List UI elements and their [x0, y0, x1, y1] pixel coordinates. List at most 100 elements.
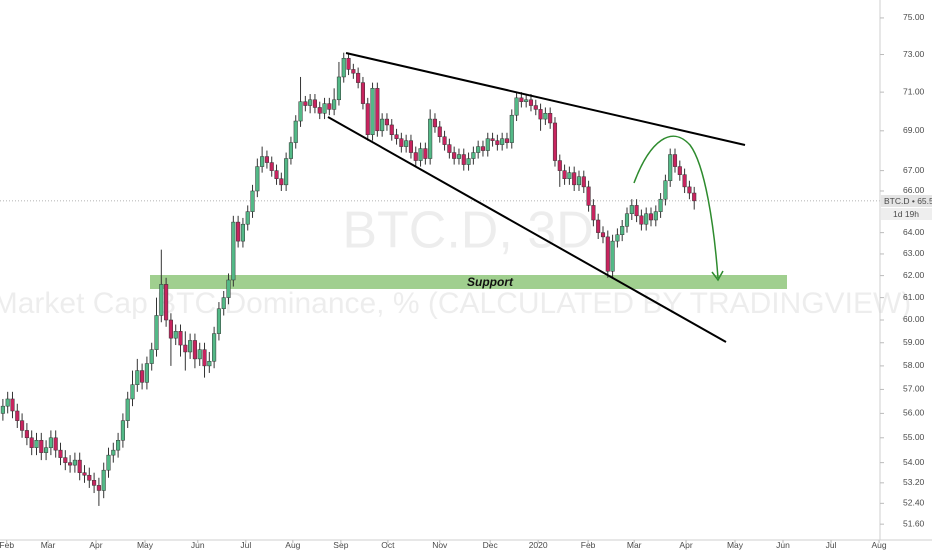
candle-body: [288, 142, 293, 159]
watermark-subtitle: Market Cap BTC Dominance, % (CALCULATED …: [0, 287, 911, 320]
candles: [0, 52, 697, 506]
projection-arrow: [711, 270, 724, 282]
candle-body: [29, 437, 34, 448]
candle-body: [620, 226, 625, 235]
candle-body: [504, 138, 510, 143]
candle-body: [552, 122, 558, 161]
candle-body: [58, 449, 63, 458]
candle-body: [164, 284, 169, 321]
candle-body: [135, 370, 140, 385]
x-tick-label: Jul: [240, 540, 251, 550]
y-tick-label: 75.00: [903, 12, 925, 22]
candle-body: [624, 213, 630, 227]
y-tick-label: 51.60: [903, 518, 925, 528]
candle-body: [528, 99, 534, 106]
candle-body: [687, 186, 692, 194]
candle-body: [240, 223, 245, 242]
y-tick-label: 62.00: [903, 270, 925, 280]
candle-body: [120, 420, 125, 441]
countdown-box: [881, 208, 932, 220]
candle-body: [44, 447, 49, 453]
candle-body: [308, 99, 313, 106]
candle-body: [490, 138, 495, 141]
candle-body: [332, 99, 337, 110]
candle-body: [514, 97, 519, 116]
candle-body: [72, 459, 77, 466]
candle-body: [562, 170, 567, 179]
candle-body: [39, 439, 44, 453]
candle-body: [610, 240, 615, 272]
x-tick-label: Sep: [333, 540, 348, 550]
candle-body: [173, 331, 178, 339]
candle-body: [48, 437, 53, 448]
candle-body: [10, 398, 15, 412]
x-tick-label: Mar: [41, 540, 56, 550]
candle-body: [447, 144, 452, 153]
candle-body: [576, 176, 582, 186]
candle-body: [298, 101, 303, 122]
x-tick-label: 2020: [529, 540, 548, 550]
x-tick-label: Feb: [0, 540, 14, 550]
x-tick-label: Aug: [871, 540, 886, 550]
candle-body: [418, 148, 423, 161]
price-label-box: [881, 195, 932, 207]
candle-body: [461, 154, 466, 165]
candle-body: [591, 205, 596, 221]
y-tick-label: 64.00: [903, 227, 925, 237]
x-tick-label: Aug: [285, 540, 300, 550]
y-tick-label: 73.00: [903, 49, 925, 59]
y-tick-label: 69.00: [903, 125, 925, 135]
candle-body: [226, 279, 231, 298]
candle-body: [250, 190, 255, 212]
candle-body: [68, 462, 73, 466]
candle-body: [216, 308, 221, 334]
candle-body: [639, 215, 644, 225]
candle-body: [87, 474, 92, 481]
candle-body: [586, 186, 591, 206]
candle-body: [303, 101, 308, 106]
x-tick-label: Jun: [191, 540, 205, 550]
x-tick-label: May: [727, 540, 744, 550]
candle-body: [404, 140, 409, 147]
candle-body: [399, 138, 404, 147]
candle-body: [596, 219, 601, 233]
candle-body: [284, 158, 289, 186]
candle-body: [178, 331, 183, 346]
candle-body: [644, 213, 649, 225]
candle-body: [653, 211, 658, 221]
candle-body: [605, 236, 610, 272]
candle-body: [389, 124, 394, 135]
y-tick-label: 57.00: [903, 384, 925, 394]
candle-body: [519, 97, 524, 102]
candle-body: [581, 176, 586, 188]
candle-body: [92, 480, 97, 486]
price-label: BTC.D • 65.52: [884, 196, 932, 206]
candle-body: [317, 107, 322, 114]
candle-body: [327, 103, 332, 110]
y-tick-label: 53.20: [903, 477, 925, 487]
candle-body: [423, 148, 428, 159]
candle-body: [221, 297, 226, 310]
candle-body: [5, 398, 10, 407]
lower-trendline: [327, 116, 727, 343]
y-tick-label: 54.00: [903, 457, 925, 467]
candle-body: [255, 166, 260, 192]
candle-body: [212, 333, 217, 362]
candle-body: [82, 472, 87, 476]
candle-body: [341, 57, 346, 78]
candle-body: [543, 113, 548, 120]
candle-body: [322, 103, 327, 114]
countdown: 1d 19h: [893, 209, 919, 219]
candle-body: [245, 211, 250, 225]
candle-body: [116, 439, 121, 451]
y-tick-label: 60.00: [903, 314, 925, 324]
candle-body: [269, 162, 274, 171]
candle-body: [356, 72, 361, 83]
candle-body: [336, 76, 341, 101]
x-tick-label: Apr: [679, 540, 692, 550]
candle-body: [154, 315, 159, 350]
candle-body: [677, 166, 682, 175]
candle-body: [495, 140, 500, 145]
candle-body: [524, 99, 529, 102]
